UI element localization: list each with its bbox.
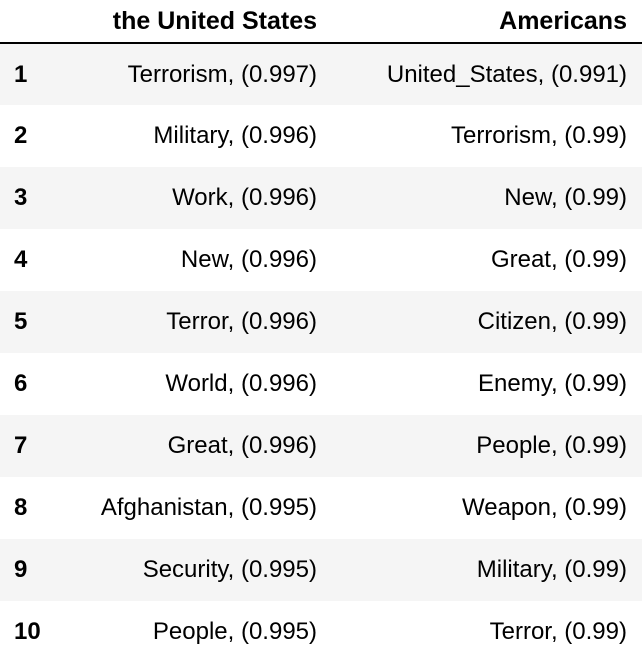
row-index: 10 — [14, 618, 41, 645]
cell-the-united-states: People, (0.995) — [152, 618, 317, 645]
row-index: 1 — [14, 60, 28, 88]
cell-the-united-states: World, (0.996) — [165, 370, 317, 397]
cell-the-united-states: Security, (0.995) — [142, 556, 317, 583]
table-row: 4 New, (0.996) Great, (0.99) — [0, 229, 642, 291]
table-row: 9 Security, (0.995) Military, (0.99) — [0, 539, 642, 601]
cell-the-united-states: Military, (0.996) — [153, 122, 317, 149]
cell-americans: Great, (0.99) — [490, 246, 627, 273]
table-body: 1 Terrorism, (0.997) United_States, (0.9… — [0, 43, 642, 663]
cell-the-united-states: Great, (0.996) — [167, 432, 317, 459]
cell-the-united-states: Work, (0.996) — [172, 184, 317, 211]
row-index: 2 — [14, 122, 28, 149]
header-row: the United States Americans — [0, 0, 642, 44]
cell-americans: New, (0.99) — [504, 184, 627, 211]
cell-the-united-states: Afghanistan, (0.995) — [100, 494, 317, 521]
row-index: 4 — [14, 246, 28, 273]
cell-the-united-states: Terror, (0.996) — [166, 308, 317, 335]
table-row: 2 Military, (0.996) Terrorism, (0.99) — [0, 105, 642, 167]
cell-americans: Terror, (0.99) — [489, 618, 627, 645]
column-header-the-united-states: the United States — [60, 0, 332, 44]
table-row: 3 Work, (0.996) New, (0.99) — [0, 167, 642, 229]
cell-americans: Citizen, (0.99) — [477, 308, 627, 335]
row-index: 8 — [14, 494, 28, 521]
table-header: the United States Americans — [0, 0, 642, 44]
row-index: 5 — [14, 308, 28, 335]
table-row: 5 Terror, (0.996) Citizen, (0.99) — [0, 291, 642, 353]
index-header — [0, 0, 60, 44]
cell-americans: People, (0.99) — [476, 432, 627, 459]
cell-americans: Enemy, (0.99) — [478, 370, 627, 397]
cell-the-united-states: Terrorism, (0.997) — [127, 60, 317, 88]
cell-the-united-states: New, (0.996) — [180, 246, 317, 273]
table-row: 8 Afghanistan, (0.995) Weapon, (0.99) — [0, 477, 642, 539]
cell-americans: United_States, (0.991) — [386, 60, 627, 88]
table-row: 1 Terrorism, (0.997) United_States, (0.9… — [0, 43, 642, 105]
row-index: 7 — [14, 432, 28, 459]
cell-americans: Terrorism, (0.99) — [450, 122, 627, 149]
cell-americans: Military, (0.99) — [476, 556, 627, 583]
table-row: 7 Great, (0.996) People, (0.99) — [0, 415, 642, 477]
row-index: 9 — [14, 556, 28, 583]
cell-americans: Weapon, (0.99) — [462, 494, 627, 521]
row-index: 6 — [14, 370, 28, 397]
table-row: 6 World, (0.996) Enemy, (0.99) — [0, 353, 642, 415]
column-header-americans: Americans — [332, 0, 642, 44]
row-index: 3 — [14, 184, 28, 211]
table-row: 10 People, (0.995) Terror, (0.99) — [0, 601, 642, 663]
